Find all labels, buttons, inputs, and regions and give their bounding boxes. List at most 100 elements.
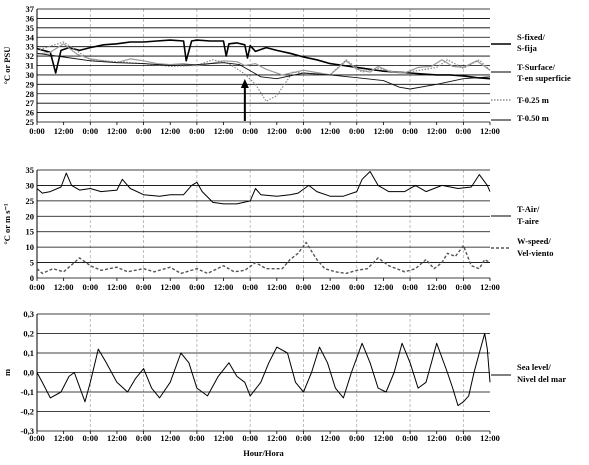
- y-tick-label: 34: [26, 32, 35, 42]
- y-tick-label: 37: [26, 4, 35, 14]
- x-tick-label: 12:00: [320, 433, 340, 443]
- y-tick-label: 25: [26, 196, 35, 206]
- y-axis-label: °C or m s⁻¹: [2, 203, 12, 245]
- legend-label: W-speed/: [517, 236, 551, 246]
- arrow-annotation: [240, 79, 249, 121]
- y-tick-label: 0,0: [23, 368, 34, 378]
- series-line-0: [36, 333, 491, 407]
- legend-label: T-0.50 m: [517, 113, 549, 123]
- x-tick-label: 0:00: [82, 282, 98, 292]
- x-tick-label: 12:00: [54, 282, 74, 292]
- y-tick-label: 32: [26, 51, 35, 61]
- legend-label: S-fixed/: [517, 32, 546, 42]
- x-tick-label: 12:00: [480, 282, 500, 292]
- x-tick-label: 0:00: [242, 126, 258, 136]
- y-tick-label: 0,2: [23, 329, 34, 339]
- x-tick-label: 12:00: [267, 282, 287, 292]
- x-tick-label: 12:00: [54, 433, 74, 443]
- y-tick-label: -0,2: [21, 407, 34, 417]
- x-tick-label: 0:00: [296, 433, 312, 443]
- y-tick-label: 15: [26, 227, 35, 237]
- series-line-0: [36, 171, 491, 205]
- panel-middle: 0 5 10 15 20 25 30 35 0:00 12:00 0:00 12:00 0:00 12:0…: [2, 165, 554, 292]
- x-tick-label: 12:00: [160, 282, 180, 292]
- y-tick-label: -0,3: [21, 426, 34, 436]
- x-tick-label: 12:00: [373, 282, 393, 292]
- x-tick-label: 12:00: [54, 126, 74, 136]
- x-tick-label: 0:00: [82, 433, 98, 443]
- y-tick-label: 28: [26, 89, 35, 99]
- x-tick-label: 12:00: [427, 282, 447, 292]
- panel-bottom: -0,3 -0,2 -0,1 0,0 0,1 0,2 0,3 0:00 12:00 0:00 12:…: [2, 309, 566, 458]
- series-line-2: [36, 41, 491, 102]
- y-tick-label: 33: [26, 42, 35, 52]
- x-tick-label: 12:00: [320, 282, 340, 292]
- x-tick-label: 0:00: [189, 126, 205, 136]
- y-tick-label: 0: [30, 273, 34, 283]
- y-tick-label: 29: [26, 79, 35, 89]
- x-tick-label: 12:00: [160, 433, 180, 443]
- x-tick-label: 12:00: [267, 433, 287, 443]
- y-tick-label: 0,1: [23, 348, 34, 358]
- x-tick-label: 0:00: [29, 126, 45, 136]
- series-line-0: [36, 39, 491, 80]
- x-tick-label: 12:00: [320, 126, 340, 136]
- x-tick-label: 0:00: [296, 282, 312, 292]
- legend-label: S-fija: [517, 43, 538, 53]
- legend-label: Sea level/: [517, 362, 551, 372]
- legend-label: Vel-viento: [517, 248, 554, 258]
- legend-label: T-en superficie: [517, 73, 571, 83]
- x-tick-label: 12:00: [107, 282, 127, 292]
- y-tick-label: 35: [26, 165, 35, 175]
- x-tick-label: 0:00: [29, 433, 45, 443]
- x-tick-label: 0:00: [456, 126, 472, 136]
- y-axis-label: °C or PSU: [2, 47, 12, 85]
- y-tick-label: 31: [26, 61, 35, 71]
- x-tick-label: 12:00: [214, 282, 234, 292]
- x-tick-label: 12:00: [427, 126, 447, 136]
- y-tick-label: 26: [26, 108, 35, 118]
- y-tick-label: 30: [26, 180, 35, 190]
- legend-label: T-Air/: [517, 204, 540, 214]
- x-tick-label: 0:00: [296, 126, 312, 136]
- x-tick-label: 0:00: [242, 282, 258, 292]
- x-tick-label: 12:00: [373, 126, 393, 136]
- y-tick-label: 30: [26, 70, 35, 80]
- x-tick-label: 0:00: [242, 433, 258, 443]
- x-tick-label: 12:00: [107, 433, 127, 443]
- legend-label: T-Surface/: [517, 62, 556, 72]
- x-tick-label: 12:00: [427, 433, 447, 443]
- x-tick-label: 12:00: [107, 126, 127, 136]
- y-tick-label: 35: [26, 23, 35, 33]
- x-tick-label: 12:00: [480, 126, 500, 136]
- y-tick-label: 5: [30, 258, 34, 268]
- x-tick-label: 0:00: [136, 433, 152, 443]
- y-tick-label: 20: [26, 211, 35, 221]
- x-tick-label: 0:00: [82, 126, 98, 136]
- x-tick-label: 0:00: [189, 282, 205, 292]
- y-tick-label: -0,1: [21, 387, 34, 397]
- x-tick-label: 0:00: [136, 282, 152, 292]
- x-tick-label: 12:00: [373, 433, 393, 443]
- x-tick-label: 0:00: [29, 282, 45, 292]
- x-tick-label: 0:00: [402, 433, 418, 443]
- x-tick-label: 12:00: [160, 126, 180, 136]
- x-tick-label: 12:00: [214, 433, 234, 443]
- arrow-head: [240, 79, 249, 88]
- x-tick-label: 12:00: [267, 126, 287, 136]
- y-axis-label: m: [2, 369, 12, 376]
- x-tick-label: 12:00: [480, 433, 500, 443]
- y-tick-label: 0,3: [23, 309, 34, 319]
- legend-label: Nivel del mar: [517, 374, 566, 384]
- series-line-3: [36, 52, 491, 90]
- legend-label: T-aire: [517, 216, 539, 226]
- x-tick-label: 12:00: [214, 126, 234, 136]
- x-tick-label: 0:00: [456, 282, 472, 292]
- x-tick-label: 0:00: [349, 282, 365, 292]
- y-tick-label: 25: [26, 117, 35, 127]
- x-tick-label: 0:00: [402, 282, 418, 292]
- x-tick-label: 0:00: [456, 433, 472, 443]
- legend-label: T-0.25 m: [517, 95, 549, 105]
